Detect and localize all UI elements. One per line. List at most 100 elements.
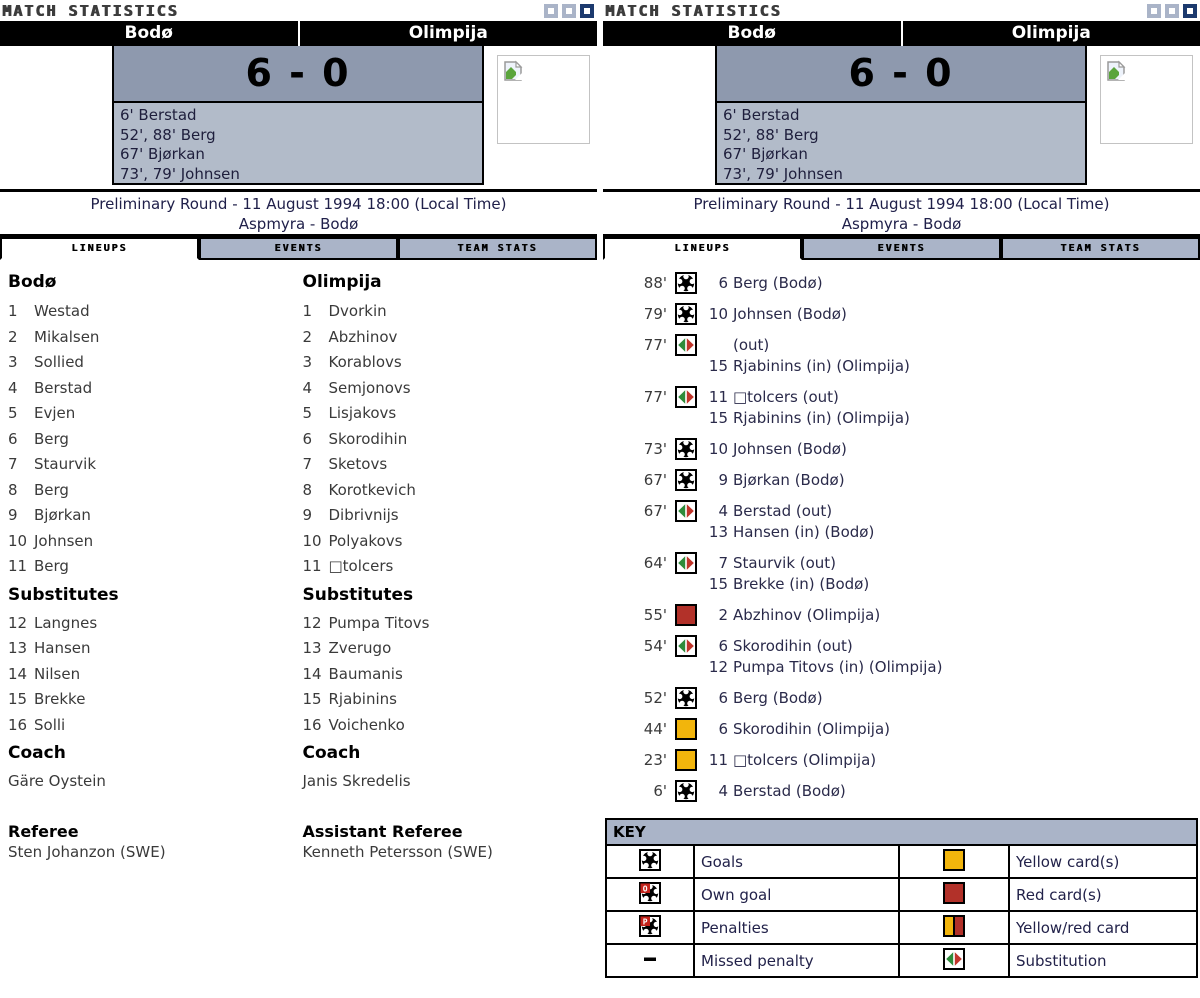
- player-row: 15 Rjabinins: [303, 690, 598, 716]
- official-block: Assistant Referee Kenneth Petersson (SWE): [303, 822, 598, 861]
- event-player-number: 6: [718, 720, 728, 738]
- tab-lineups[interactable]: LINEUPS: [603, 237, 802, 260]
- key-icon-cell: P: [605, 910, 695, 945]
- event-time: 64': [643, 554, 667, 572]
- player-name: Berg: [34, 480, 69, 499]
- player-number: 4: [8, 378, 18, 397]
- square-dark-icon[interactable]: [580, 3, 594, 18]
- key-icon-cell: [898, 943, 1010, 978]
- tab-team-stats[interactable]: TEAM STATS: [1001, 237, 1200, 260]
- player-name: Sollied: [34, 353, 84, 371]
- event-text: 2 Abzhinov (Olimpija): [697, 604, 880, 626]
- home-team-name: Bodø: [124, 23, 174, 43]
- player-row: 8 Berg: [8, 481, 303, 507]
- tab-team-stats-label: TEAM STATS: [457, 243, 538, 254]
- scorer-line: 6' Berstad: [723, 106, 800, 124]
- event-text: 4 Berstad (out) 13 Hansen (in) (Bodø): [697, 500, 874, 543]
- key-label: Missed penalty: [693, 943, 900, 978]
- player-number: 3: [8, 353, 18, 371]
- square-dark-icon[interactable]: [1183, 3, 1197, 18]
- player-number: 7: [8, 455, 18, 473]
- square-light-icon[interactable]: [1165, 3, 1179, 18]
- event-player-text: Rjabinins (in) (Olimpija): [733, 409, 910, 427]
- event-player-number: 11: [708, 751, 728, 769]
- player-name: Abzhinov: [328, 327, 398, 346]
- event-player-text: (out): [733, 336, 770, 354]
- score-box: 6 - 0 6' Berstad 52', 88' Berg 67' Bjørk…: [112, 46, 484, 185]
- event-row: 79' 10 Johnsen (Bodø): [603, 303, 1200, 325]
- player-row: 13 Hansen: [8, 639, 303, 665]
- team-bar-divider: [297, 21, 300, 46]
- event-row: 44' 6 Skorodihin (Olimpija): [603, 718, 1200, 740]
- key-row: Goals Yellow card(s): [605, 844, 1198, 879]
- match-info-block: Preliminary Round - 11 August 1994 18:00…: [603, 189, 1200, 237]
- square-light-icon[interactable]: [1147, 3, 1161, 18]
- coach-name: Janis Skredelis: [302, 772, 411, 790]
- scorers-list: 6' Berstad 52', 88' Berg 67' Bjørkan 73'…: [114, 101, 482, 183]
- player-name: Berg: [34, 429, 69, 448]
- player-number: 12: [8, 613, 28, 632]
- player-name: Semjonovs: [328, 378, 411, 397]
- key-label: Substitution: [1008, 943, 1198, 978]
- player-name: Evjen: [34, 404, 76, 422]
- event-player-number: 6: [718, 637, 728, 655]
- yellow-card-icon: [943, 848, 965, 871]
- event-text: 6 Berg (Bodø): [697, 272, 823, 294]
- player-name: Polyakovs: [328, 531, 403, 550]
- player-name: Westad: [34, 302, 90, 320]
- goal-icon: [639, 848, 661, 871]
- event-line: 6 Skorodihin (Olimpija): [708, 719, 890, 740]
- player-row: 6 Berg: [8, 430, 303, 456]
- player-number: 5: [302, 404, 313, 422]
- event-player-number: 10: [708, 440, 728, 458]
- lineup-columns: Bodø 1 Westad 2 Mikalsen 3 Sollied 4 Berstad 5 Evj…: [0, 260, 597, 798]
- event-time: 52': [643, 689, 667, 707]
- tab-events[interactable]: EVENTS: [199, 237, 398, 260]
- player-name: Berstad: [34, 378, 93, 397]
- event-line: 6 Berg (Bodø): [708, 273, 823, 294]
- square-light-icon[interactable]: [562, 3, 576, 18]
- substitution-icon: [675, 386, 697, 408]
- event-row: 64' 7 Staurvik (out) 15 Brekke (in) (Bodø): [603, 552, 1200, 595]
- player-name: Langnes: [34, 613, 98, 632]
- player-name: Baumanis: [328, 664, 403, 683]
- event-row: 6' 4 Berstad (Bodø): [603, 780, 1200, 802]
- tab-events[interactable]: EVENTS: [802, 237, 1001, 260]
- yellow-card-icon: [675, 749, 697, 771]
- score-section: 6 - 0 6' Berstad 52', 88' Berg 67' Bjørk…: [603, 46, 1200, 189]
- player-number: 11: [8, 557, 28, 575]
- score-box: 6 - 0 6' Berstad 52', 88' Berg 67' Bjørk…: [715, 46, 1087, 185]
- event-player-text: Berg (Bodø): [733, 274, 823, 292]
- coach-heading: Coach: [302, 743, 361, 763]
- substitution-icon: [675, 552, 697, 574]
- player-number: 8: [302, 480, 313, 499]
- event-row: 23' 11 □tolcers (Olimpija): [603, 749, 1200, 771]
- square-light-icon[interactable]: [544, 3, 558, 18]
- match-info-block: Preliminary Round - 11 August 1994 18:00…: [0, 189, 597, 237]
- player-row: 8 Korotkevich: [303, 481, 598, 507]
- event-text: 11 □tolcers (Olimpija): [697, 749, 876, 771]
- player-number: 12: [302, 613, 322, 632]
- tab-team-stats[interactable]: TEAM STATS: [398, 237, 597, 260]
- player-number: 14: [302, 664, 322, 683]
- events-list: 88' 6 Berg (Bodø) 79' 10 Johnsen (Bodø) 77' (ou…: [603, 260, 1200, 802]
- yellow-card-icon: [675, 718, 697, 740]
- title-bar: MATCH STATISTICS: [0, 0, 597, 21]
- tab-lineups[interactable]: LINEUPS: [0, 237, 199, 260]
- player-number: 8: [8, 480, 18, 499]
- tab-bar: LINEUPS EVENTS TEAM STATS: [603, 237, 1200, 260]
- player-row: 2 Abzhinov: [303, 328, 598, 354]
- player-number: 3: [302, 353, 313, 371]
- key-label: Goals: [693, 844, 900, 879]
- tab-team-stats-label: TEAM STATS: [1060, 243, 1141, 254]
- player-row: 10 Polyakovs: [303, 532, 598, 558]
- event-text: 9 Bjørkan (Bodø): [697, 469, 844, 491]
- player-number: 6: [8, 429, 18, 448]
- player-number: 1: [8, 302, 18, 320]
- key-label: Yellow card(s): [1008, 844, 1198, 879]
- event-player-number: 2: [718, 606, 728, 624]
- player-row: 2 Mikalsen: [8, 328, 303, 354]
- substitution-icon: [675, 334, 697, 356]
- player-row: 9 Bjørkan: [8, 506, 303, 532]
- player-number: 13: [8, 639, 28, 657]
